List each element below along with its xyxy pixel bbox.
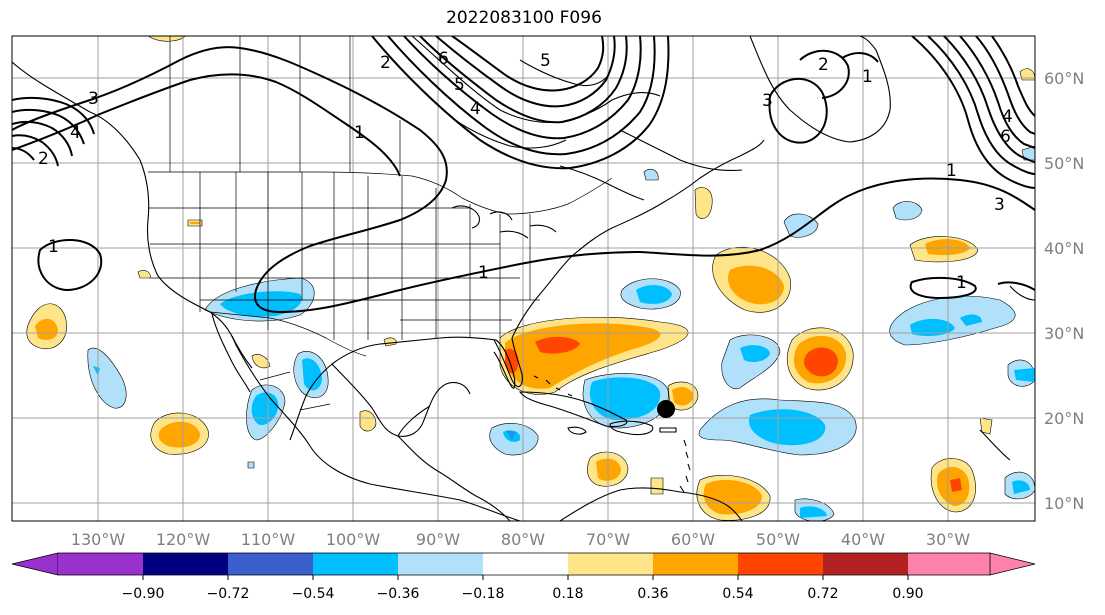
colorbar-tick: −0.54 (292, 586, 335, 602)
contour-label: 6 (438, 49, 449, 69)
lat-label: 60°N (1044, 69, 1084, 88)
contour-label: 4 (470, 99, 481, 119)
contour-label: 2 (818, 55, 829, 75)
contour-label: 2 (38, 149, 49, 169)
colorbar-segment (568, 553, 653, 575)
colorbar-segment (398, 553, 483, 575)
colorbar-tick: 0.90 (892, 586, 923, 602)
lon-label: 100°W (326, 530, 381, 549)
colorbar-tick: 0.72 (807, 586, 838, 602)
contour-label: 1 (946, 161, 957, 181)
contour-label: 2 (380, 53, 391, 73)
contour-label: 1 (862, 67, 873, 87)
colorbar-segment (908, 553, 990, 575)
lon-label: 60°W (671, 530, 715, 549)
contour-label: 3 (88, 89, 99, 109)
lon-label: 40°W (841, 530, 885, 549)
lon-label: 120°W (156, 530, 211, 549)
colorbar-tick: −0.72 (207, 586, 250, 602)
contour-label: 1 (354, 123, 365, 143)
storm-center-marker (657, 400, 675, 418)
latitude-labels: 60°N 50°N 40°N 30°N 20°N 10°N (1044, 69, 1084, 513)
colorbar-segment (11, 552, 59, 576)
map-title: 2022083100 F096 (446, 8, 602, 28)
colorbar-segment (143, 553, 228, 575)
colorbar-tick: −0.36 (377, 586, 420, 602)
colorbar-segment (989, 552, 1036, 576)
colorbar: −0.90 −0.72 −0.54 −0.36 −0.18 0.18 0.36 … (11, 552, 1036, 602)
coastlines (12, 36, 1035, 521)
contour-labels: 6 5 4 3 2 1 1 1 1 2 3 4 5 6 2 3 1 1 4 (38, 49, 1013, 293)
political-borders (147, 36, 613, 411)
lon-label: 130°W (71, 530, 126, 549)
contour-label: 1 (956, 273, 967, 293)
lat-label: 20°N (1044, 409, 1084, 428)
contour-label: 1 (478, 263, 489, 283)
colorbar-segment (653, 553, 738, 575)
colorbar-segment (228, 553, 313, 575)
lon-label: 70°W (586, 530, 630, 549)
lat-label: 30°N (1044, 324, 1084, 343)
lon-label: 90°W (416, 530, 460, 549)
map-panel: 6 5 4 3 2 1 1 1 1 2 3 4 5 6 2 3 1 1 4 (12, 36, 1035, 521)
contour-label: 5 (540, 51, 551, 71)
colorbar-tick: 0.54 (722, 586, 753, 602)
colorbar-tick: 0.36 (637, 586, 668, 602)
colorbar-tick: 0.18 (552, 586, 583, 602)
colorbar-tick: −0.18 (462, 586, 505, 602)
longitude-labels: 130°W 120°W 110°W 100°W 90°W 80°W 70°W 6… (71, 530, 970, 549)
map-frame (11, 35, 1036, 522)
graticule (12, 36, 1035, 521)
lon-label: 80°W (501, 530, 545, 549)
lon-label: 110°W (241, 530, 296, 549)
colorbar-segment (313, 553, 398, 575)
colorbar-tick: −0.90 (122, 586, 165, 602)
contour-label: 3 (762, 91, 773, 111)
colorbar-segment (738, 553, 823, 575)
contour-label: 3 (994, 195, 1005, 215)
contour-label: 5 (454, 75, 465, 95)
contour-label: 4 (70, 123, 81, 143)
colorbar-segment (823, 553, 908, 575)
contour-label: 1 (48, 237, 59, 257)
lat-label: 40°N (1044, 239, 1084, 258)
colorbar-segment (58, 553, 143, 575)
lon-label: 30°W (926, 530, 970, 549)
contour-label: 4 (1002, 107, 1013, 127)
height-contours (12, 36, 1035, 314)
lon-label: 50°W (756, 530, 800, 549)
contour-label: 6 (1000, 127, 1011, 147)
lat-label: 10°N (1044, 494, 1084, 513)
lat-label: 50°N (1044, 154, 1084, 173)
colorbar-segment (483, 553, 568, 575)
